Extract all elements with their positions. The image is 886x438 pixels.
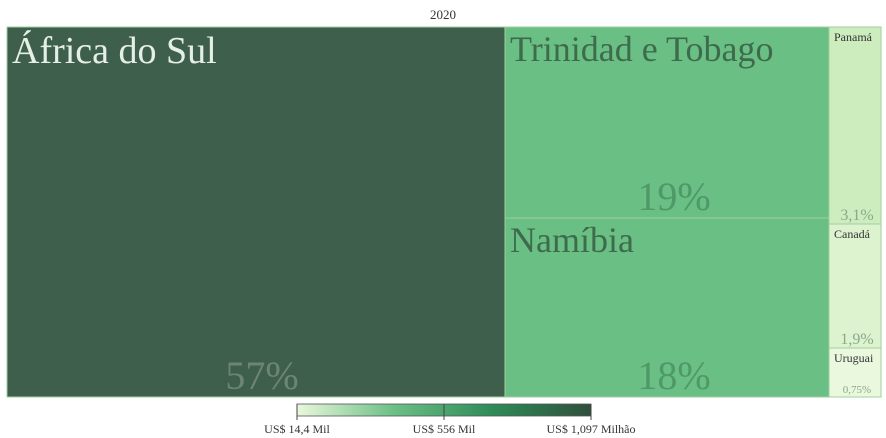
treemap-tiles: África do Sul 57% Trinidad e Tobago 19%Namí… (6, 26, 882, 398)
color-scale-legend: US$ 14,4 Mil US$ 556 Mil US$ 1,097 Milhão (264, 403, 636, 436)
tile-share-panama: 3,1% (840, 207, 873, 224)
tile-trinidad-e-tobago[interactable] (504, 26, 830, 219)
tile-label-uruguai: Uruguai (834, 351, 874, 365)
chart-title: 2020 (430, 7, 456, 22)
tile-label-africa-do-sul: África do Sul (12, 30, 217, 72)
tile-uruguai[interactable] (828, 347, 882, 398)
tile-share-canada: 1,9% (840, 331, 873, 348)
tile-label-namibia: Namíbia (510, 220, 634, 260)
tile-panama[interactable] (828, 26, 882, 225)
tile-share-trinidad-e-tobago: 19% (637, 174, 710, 219)
tile-label-trinidad-e-tobago: Trinidad e Tobago (510, 29, 773, 69)
tile-label-panama: Panamá (834, 30, 873, 44)
tile-share-uruguai: 0,75% (843, 384, 871, 396)
tile-canada[interactable] (828, 223, 882, 349)
tile-africa-do-sul[interactable] (6, 26, 506, 398)
color-scale-label-max: US$ 1,097 Milhão (546, 422, 635, 436)
tile-share-namibia: 18% (637, 353, 710, 398)
tile-label-canada: Canadá (834, 227, 871, 241)
color-scale-label-mid: US$ 556 Mil (413, 422, 476, 436)
tile-namibia[interactable] (504, 217, 830, 398)
tile-share-africa-do-sul: 57% (225, 353, 298, 398)
color-scale-label-min: US$ 14,4 Mil (264, 422, 330, 436)
